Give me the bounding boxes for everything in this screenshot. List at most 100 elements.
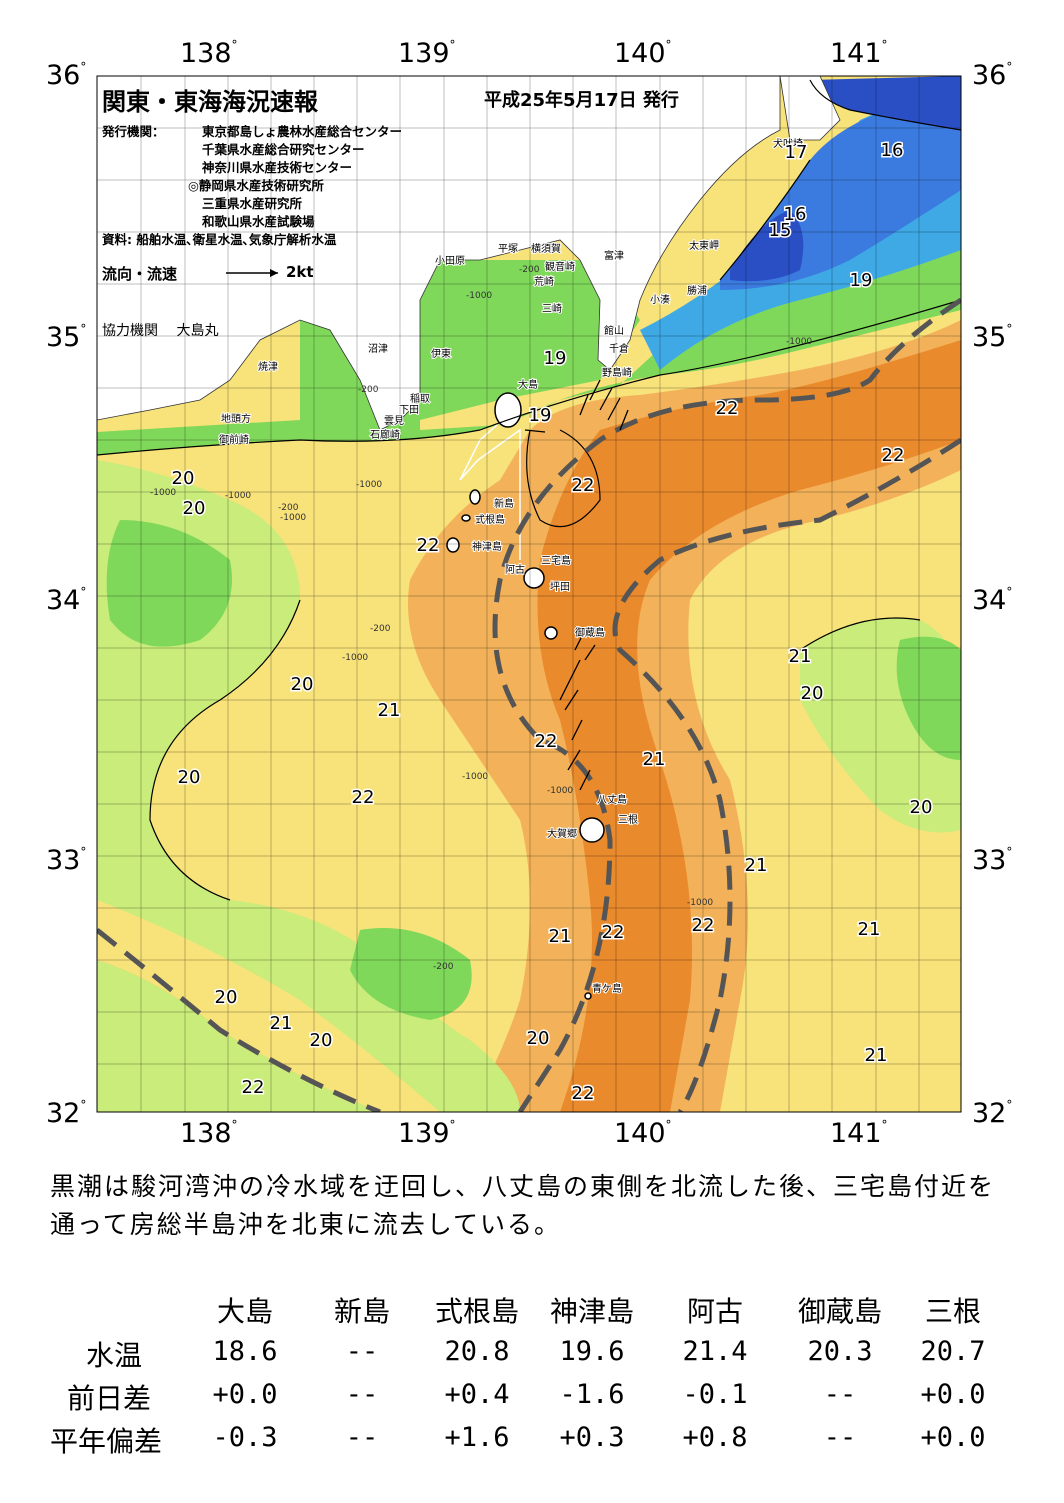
place-name: 勝浦 [687,284,707,297]
flow-scale-arrow [226,269,278,277]
issuer-5: 三重県水産研究所 [202,196,303,211]
isotherm-labels: 20 20 22 22 19 19 22 22 21 20 20 22 20 22 21 20 21 22 22 21… [170,139,934,1106]
isotherm-label: 21 [270,1013,293,1034]
place-name: 神津島 [472,540,502,553]
kozushima-island [446,537,460,553]
sst-20-southwest [350,928,472,1020]
issuer-label: 発行機関： [102,124,165,139]
place-name: 青ケ島 [592,982,622,995]
lon-label-top-140: 140° [614,38,672,69]
isotherm-label: 20 [801,683,824,704]
issuer-6: 和歌山県水産試験場 [202,214,315,229]
isotherm-label: 21 [858,919,881,940]
isotherm-label: 22 [572,475,595,496]
issuer-4: ◎静岡県水産技術研究所 [188,178,324,193]
lon-label-top-141: 141° [830,38,888,69]
lat-label-right-34: 34° [972,585,1013,616]
miyakejima-island [523,567,545,589]
place-name: 大島 [518,378,538,391]
place-name: 雲見 [384,415,404,427]
isotherm-label: 22 [882,445,905,466]
isotherm-label: 21 [549,926,572,947]
ship-track [459,424,521,560]
depth-label: -1000 [466,291,492,301]
lat-label-left-35: 35° [46,322,87,353]
current-vectors [524,379,629,791]
isotherm-label: 21 [865,1045,888,1066]
lat-label-right-35: 35° [972,322,1013,353]
niijima-island [469,489,481,505]
hachijojima-island [579,817,605,843]
land-honshu [97,76,781,431]
depth-label: -1000 [687,898,713,908]
isotherms [97,79,961,901]
flow-legend-label: 流向・流速 [102,265,178,283]
depth-label: -200 [433,962,454,972]
lat-label-right-32: 32° [972,1098,1013,1129]
place-name: 館山 [604,324,624,337]
depth-label: -1000 [786,337,812,347]
isotherm-label: 22 [352,787,375,808]
place-name: 御蔵島 [575,626,605,639]
place-name: 荒崎 [534,275,554,288]
lat-label-left-34: 34° [46,585,87,616]
oshima-island [494,392,522,428]
depth-label: -1000 [342,653,368,663]
isotherm-label: 21 [745,855,768,876]
lon-label-top-138: 138° [180,38,238,69]
place-name: 小湊 [650,293,670,306]
place-name: 観音崎 [545,260,575,273]
data-sources: 資料: 船舶水温､衛星水温､気象庁解析水温 [102,232,337,247]
aogashima-island [584,992,592,1000]
issue-date: 平成25年5月17日 発行 [484,90,679,111]
isotherm-label: 22 [535,731,558,752]
place-name: 伊東 [431,347,451,360]
isotherm-label: 22 [417,535,440,556]
isotherm-label: 20 [183,498,206,519]
lat-label-left-33: 33° [46,845,87,876]
place-name: 横須賀 [531,242,561,255]
isotherm-label: 19 [544,348,567,369]
issuer-3: 神奈川県水産技術センター [202,160,353,175]
depth-label: -200 [519,265,540,275]
depth-label: -1000 [280,513,306,523]
place-name: 小田原 [435,255,465,267]
isotherm-label: 21 [789,646,812,667]
place-name: 富津 [604,249,624,262]
place-name: 三崎 [542,302,562,315]
isotherm-label: 19 [529,405,552,426]
depth-label: -1000 [547,786,573,796]
isotherm-label: 20 [310,1030,333,1051]
report-title: 関東・東海海況速報 [102,88,318,116]
issuer-2: 千葉県水産総合研究センター [202,142,365,157]
isotherm-label: 20 [215,987,238,1008]
issuer-1: 東京都島しょ農林水産総合センター [202,124,403,139]
isotherm-label: 22 [242,1077,265,1098]
place-name: 太東岬 [689,239,719,252]
place-name: 平塚 [498,243,518,255]
depth-label: -1000 [150,488,176,498]
depth-label: -200 [370,624,391,634]
isotherm-label: 15 [769,220,792,241]
isotherm-label: 21 [643,749,666,770]
lon-label-bottom-139: 139° [398,1118,456,1149]
depth-label: -1000 [356,480,382,490]
place-name: 御前崎 [219,433,249,446]
place-name: 三宅島 [541,554,571,567]
isotherm-label: 20 [291,674,314,695]
isotherm-label: 19 [850,270,873,291]
place-name: 沼津 [368,342,388,355]
depth-contour-labels: -200-1000-200-1000 -1000-200-1000-1000-20… [150,265,812,972]
lat-lon-grid [97,76,961,1112]
cooperator: 協力機関 大島丸 [102,323,219,339]
place-name: 三根 [618,813,638,826]
lat-label-left-32: 32° [46,1098,87,1129]
place-name: 稲取 [410,393,430,405]
place-name: 八丈島 [597,793,627,806]
lat-label-right-33: 33° [972,845,1013,876]
place-name: 犬吠埼 [773,137,803,150]
sst-20-east2 [896,636,961,760]
